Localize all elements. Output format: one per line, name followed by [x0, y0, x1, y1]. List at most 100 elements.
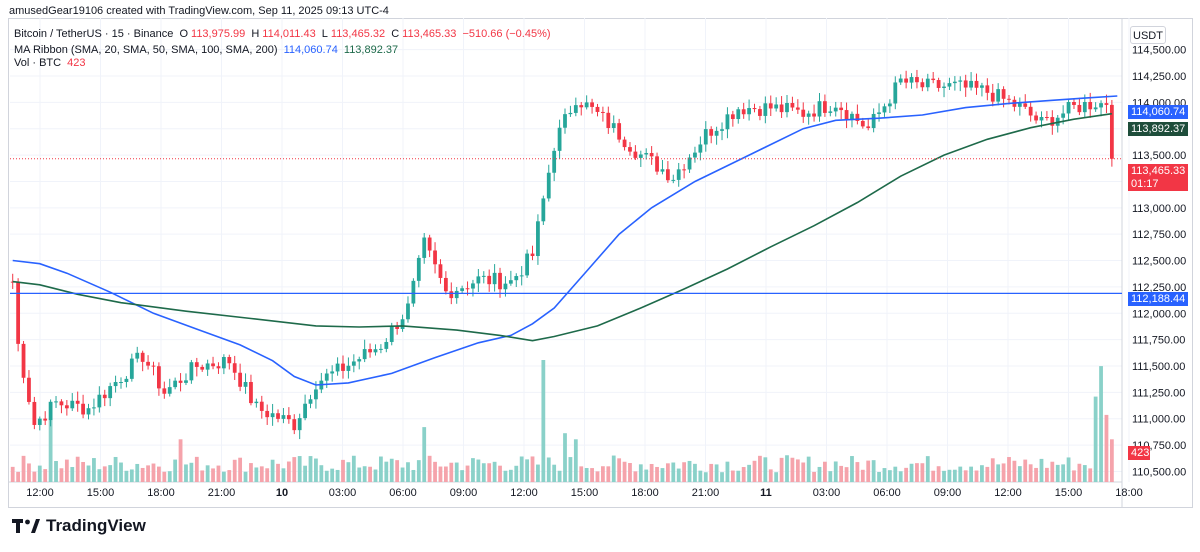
- attribution-text: amusedGear19106 created with TradingView…: [9, 5, 389, 17]
- volume-bar: [102, 466, 107, 482]
- candle-body: [1066, 101, 1071, 114]
- volume-bar: [465, 465, 470, 482]
- candle-body: [221, 357, 226, 369]
- candle-body: [541, 198, 546, 222]
- x-tick-label: 06:00: [873, 487, 901, 499]
- volume-bar: [514, 465, 519, 482]
- volume-bar: [16, 471, 21, 482]
- volume-label[interactable]: Vol · BTC: [14, 57, 62, 69]
- candle-body: [785, 103, 789, 113]
- candle-body: [1023, 103, 1028, 107]
- volume-bar: [774, 472, 779, 482]
- volume-bar: [563, 433, 567, 482]
- ohlc-low: 113,465.32: [330, 28, 386, 40]
- candle-body: [1050, 117, 1055, 126]
- volume-bar: [969, 466, 973, 482]
- candle-body: [584, 102, 589, 108]
- candle-body: [601, 111, 605, 113]
- candle-body: [904, 78, 909, 83]
- candle-body: [151, 365, 156, 367]
- candle-body: [81, 403, 85, 415]
- y-tick-label: 110,500.00: [1132, 466, 1186, 478]
- volume-value: 423: [67, 57, 86, 69]
- volume-bar: [752, 460, 757, 482]
- candle-body: [346, 365, 351, 371]
- volume-bar: [108, 465, 113, 482]
- volume-bar: [151, 463, 156, 482]
- volume-bar: [601, 466, 605, 482]
- volume-bar: [720, 472, 724, 482]
- candle-body: [43, 418, 48, 421]
- candle-body: [178, 380, 183, 383]
- candle-body: [882, 106, 887, 113]
- volume-bar: [308, 456, 313, 482]
- candle-body: [628, 147, 632, 152]
- volume-bar: [324, 470, 329, 482]
- volume-bar: [70, 467, 75, 482]
- candle-body: [638, 154, 643, 158]
- volume-bar: [747, 464, 751, 482]
- candle-body: [703, 129, 708, 145]
- volume-bar: [92, 458, 96, 482]
- volume-bar: [844, 467, 849, 482]
- volume-bar: [454, 462, 459, 482]
- volume-bar: [330, 468, 335, 482]
- volume-bar: [828, 471, 833, 482]
- candle-body: [850, 113, 854, 120]
- candle-body: [238, 372, 243, 387]
- candle-body: [86, 408, 91, 415]
- symbol-name[interactable]: Bitcoin / TetherUS · 15 · Binance: [14, 28, 174, 40]
- volume-bar: [952, 469, 957, 482]
- candle-body: [27, 377, 31, 402]
- volume-bar: [633, 471, 638, 482]
- volume-bar: [1023, 459, 1028, 482]
- volume-bar: [1109, 439, 1114, 482]
- volume-bar: [785, 455, 789, 482]
- volume-bar: [687, 460, 692, 482]
- volume-bar: [1012, 460, 1017, 482]
- currency-button[interactable]: USDT: [1130, 26, 1166, 44]
- x-tick-label: 21:00: [692, 487, 720, 499]
- candle-body: [1088, 102, 1093, 110]
- candle-body: [963, 80, 968, 88]
- volume-bar: [909, 463, 914, 482]
- candle-body: [129, 358, 134, 379]
- sma-fast-line: [12, 95, 1118, 386]
- candle-body: [303, 403, 307, 419]
- tradingview-logo[interactable]: TradingView: [12, 516, 146, 536]
- volume-bar: [947, 469, 952, 482]
- candle-body: [373, 349, 378, 353]
- candle-body: [952, 81, 957, 84]
- x-tick-label: 15:00: [87, 487, 115, 499]
- volume-bar: [839, 465, 844, 482]
- candle-body: [438, 264, 443, 278]
- x-tick-label: 21:00: [208, 487, 236, 499]
- volume-bar: [942, 470, 946, 482]
- volume-bar: [1099, 366, 1103, 482]
- candle-body: [314, 389, 318, 400]
- x-tick-label: 12:00: [994, 487, 1022, 499]
- volume-bar: [243, 471, 248, 482]
- volume-bar: [411, 469, 416, 482]
- candle-body: [958, 80, 963, 82]
- candle-body: [887, 103, 892, 107]
- candle-body: [980, 85, 984, 88]
- candle-body: [893, 82, 898, 104]
- volume-bar: [519, 456, 524, 482]
- volume-bar: [319, 465, 324, 482]
- volume-bar: [660, 468, 665, 482]
- volume-bar: [303, 465, 307, 482]
- volume-bar: [481, 463, 486, 482]
- candle-body: [1104, 103, 1109, 105]
- candle-body: [898, 78, 903, 83]
- volume-bar: [980, 465, 984, 482]
- candle-body: [795, 107, 800, 110]
- ma-ribbon-label[interactable]: MA Ribbon (SMA, 20, SMA, 50, SMA, 100, S…: [14, 44, 278, 56]
- volume-bar: [281, 468, 286, 482]
- volume-bar: [866, 460, 871, 482]
- volume-bar: [915, 463, 919, 482]
- candle-body: [1039, 117, 1044, 121]
- x-tick-label: 12:00: [510, 487, 538, 499]
- volume-bar: [379, 456, 383, 482]
